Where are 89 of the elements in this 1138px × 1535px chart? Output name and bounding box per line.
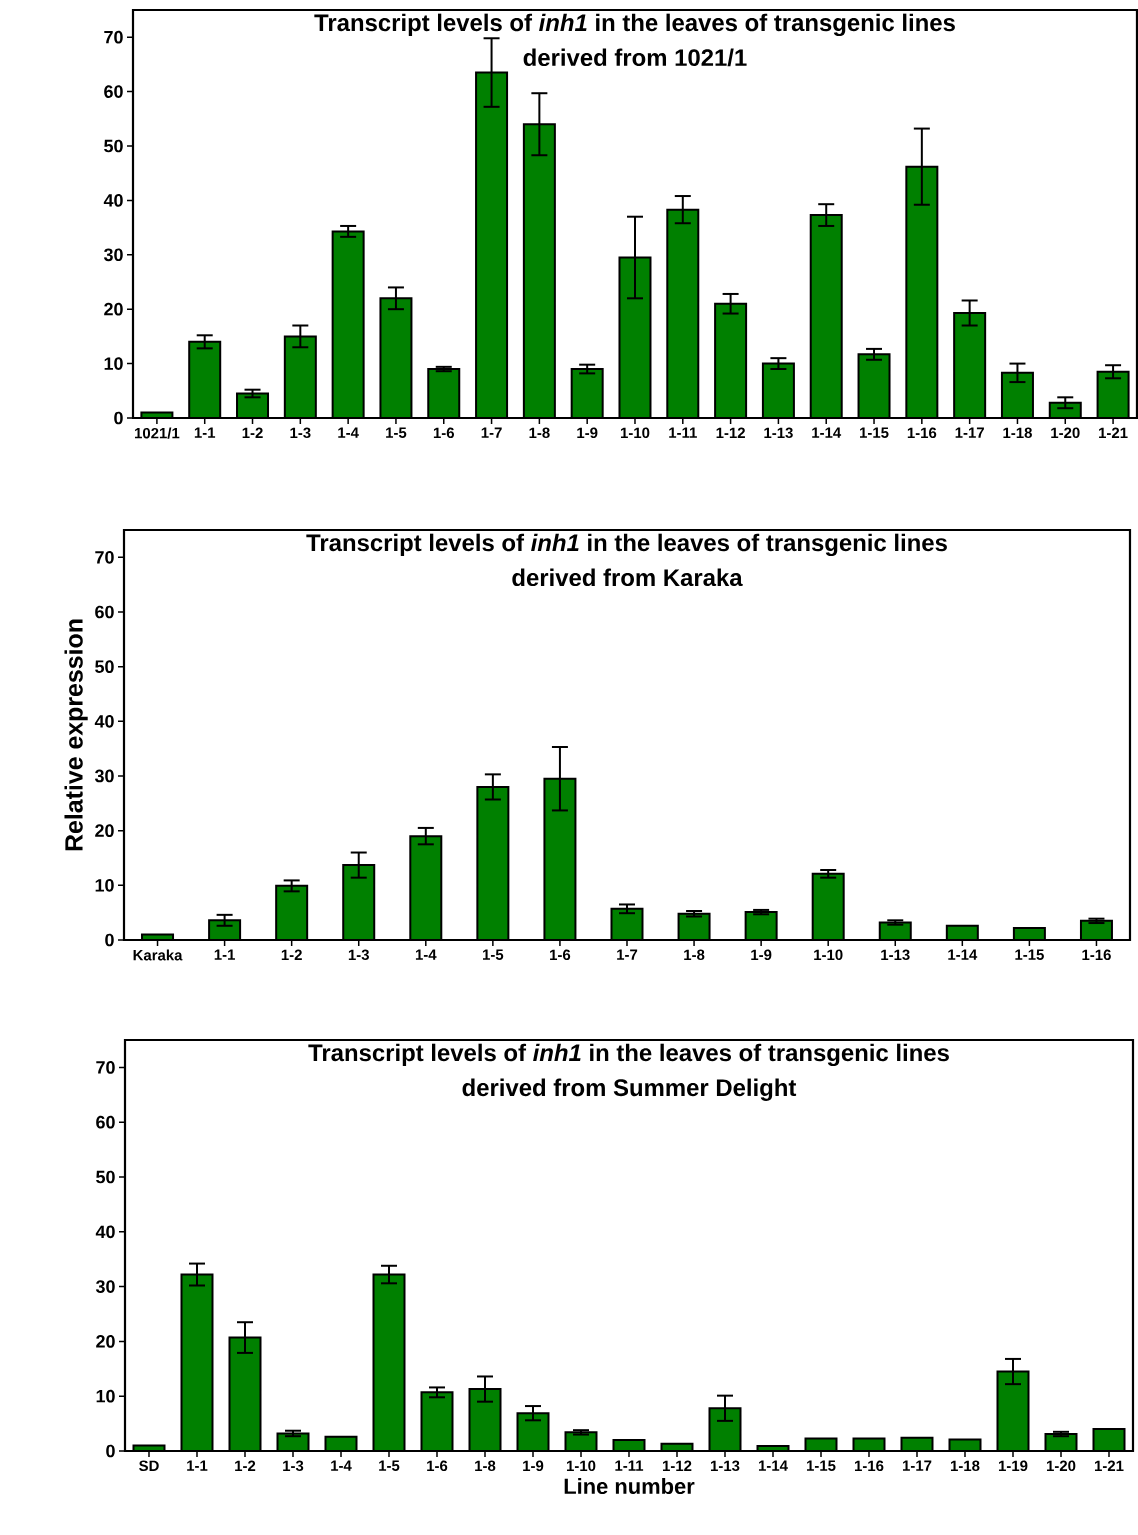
x-tick-label: 1-14 — [812, 427, 842, 438]
x-tick-label: 1-11 — [615, 1460, 644, 1471]
x-tick-label: 1-13 — [881, 949, 910, 961]
x-tick-label: 1-15 — [859, 427, 889, 438]
x-tick-label: 1-16 — [907, 427, 937, 439]
x-tick-label: 1-2 — [242, 427, 263, 438]
x-tick-label: 1-4 — [331, 1460, 352, 1471]
x-tick-label: 1-21 — [1099, 427, 1128, 438]
x-tick-label: 1-16 — [854, 1460, 884, 1472]
y-tick-label: 30 — [95, 1280, 115, 1293]
y-tick-label: 30 — [94, 769, 114, 783]
y-tick-label: 40 — [103, 194, 123, 207]
y-tick-label: 0 — [106, 1444, 115, 1458]
x-tick-label: Karaka — [133, 949, 183, 961]
y-tick-label: 70 — [104, 30, 123, 44]
y-tick-label: 70 — [96, 1061, 115, 1074]
y-tick-label: 50 — [96, 1170, 115, 1184]
x-tick-label: 1-6 — [550, 949, 571, 961]
x-tick-label: 1-12 — [662, 1460, 692, 1471]
chart-title: Transcript levels of inh1 in the leaves of transgenic lines — [306, 533, 947, 557]
x-tick-label: 1-8 — [475, 1460, 496, 1472]
chart-title: Transcript levels of inh1 in the leaves of transgenic lines — [308, 1043, 949, 1067]
x-tick-label: 1-14 — [758, 1460, 788, 1471]
x-tick-label: 1-3 — [348, 949, 369, 961]
y-tick-label: 20 — [96, 1335, 115, 1348]
x-tick-label: 1-7 — [481, 427, 502, 438]
x-tick-label: 1-17 — [955, 427, 984, 438]
y-tick-label: 70 — [95, 550, 114, 564]
text: derived from 1021/1 — [523, 48, 747, 67]
x-tick-label: 1-5 — [379, 1460, 400, 1471]
x-tick-label: 1021/1 — [134, 427, 180, 439]
x-tick-label: 1-5 — [386, 427, 407, 438]
x-tick-label: 1-12 — [716, 427, 745, 438]
x-tick-label: 1-2 — [235, 1460, 256, 1471]
y-tick-label: 10 — [104, 357, 123, 370]
x-tick-label: 1-18 — [1003, 427, 1032, 439]
x-tick-label: 1-9 — [523, 1460, 544, 1472]
y-tick-label: 40 — [95, 1225, 115, 1239]
y-tick-label: 20 — [95, 824, 114, 838]
y-tick-label: 50 — [95, 660, 114, 674]
chart-title: Transcript levels of inh1 in the leaves of transgenic lines — [314, 13, 955, 37]
x-tick-label: 1-15 — [1015, 949, 1044, 960]
x-tick-label: SD — [139, 1460, 159, 1472]
y-tick-label: 50 — [104, 139, 123, 153]
text: derived from Summer Delight — [462, 1078, 797, 1101]
x-tick-label: 1-10 — [566, 1460, 596, 1472]
x-tick-label: 1-4 — [338, 427, 359, 438]
text: derived from Karaka — [512, 568, 743, 587]
x-tick-label: 1-8 — [529, 427, 550, 439]
y-tick-label: 0 — [105, 933, 114, 947]
x-tick-label: 1-3 — [290, 427, 311, 439]
x-tick-label: 1-20 — [1051, 427, 1080, 439]
x-tick-label: 1-3 — [283, 1460, 304, 1472]
y-tick-label: 60 — [95, 605, 114, 619]
x-tick-label: 1-1 — [194, 427, 216, 438]
y-tick-label: 30 — [103, 248, 123, 262]
x-tick-label: 1-10 — [814, 949, 843, 961]
x-tick-label: 1-20 — [1046, 1460, 1076, 1472]
x-tick-label: 1-13 — [710, 1460, 740, 1472]
y-tick-label: 20 — [104, 302, 123, 316]
y-tick-label: 40 — [94, 714, 114, 728]
x-tick-label: 1-16 — [1082, 949, 1111, 961]
x-tick-label: 1-5 — [482, 949, 504, 960]
x-tick-label: 1-19 — [998, 1460, 1028, 1472]
x-tick-label: 1-21 — [1094, 1460, 1124, 1471]
y-tick-label: 10 — [96, 1389, 115, 1403]
x-tick-label: 1-4 — [415, 949, 437, 960]
x-tick-label: 1-15 — [806, 1460, 836, 1471]
x-tick-label: 1-18 — [950, 1460, 980, 1472]
x-tick-label: 1-9 — [577, 427, 598, 439]
x-tick-label: 1-1 — [214, 949, 235, 960]
x-tick-label: 1-9 — [751, 949, 772, 961]
x-tick-label: 1-6 — [427, 1460, 448, 1472]
y-tick-label: 60 — [96, 1115, 115, 1129]
x-tick-label: 1-7 — [617, 949, 638, 960]
x-tick-label: 1-17 — [902, 1460, 932, 1471]
y-axis-title: Relative expression — [64, 619, 88, 851]
x-tick-label: 1-6 — [433, 427, 454, 439]
x-tick-label: 1-11 — [669, 427, 697, 438]
x-tick-label: 1-10 — [620, 427, 650, 439]
x-tick-label: 1-8 — [684, 949, 705, 961]
y-tick-label: 60 — [104, 85, 123, 98]
x-tick-label: 1-13 — [764, 427, 793, 439]
x-tick-label: 1-1 — [187, 1460, 208, 1471]
y-tick-label: 10 — [95, 878, 114, 892]
x-axis-title: Line number — [564, 1477, 695, 1495]
x-tick-label: 1-2 — [281, 949, 302, 960]
x-tick-label: 1-14 — [948, 949, 978, 960]
y-tick-label: 0 — [114, 411, 123, 425]
